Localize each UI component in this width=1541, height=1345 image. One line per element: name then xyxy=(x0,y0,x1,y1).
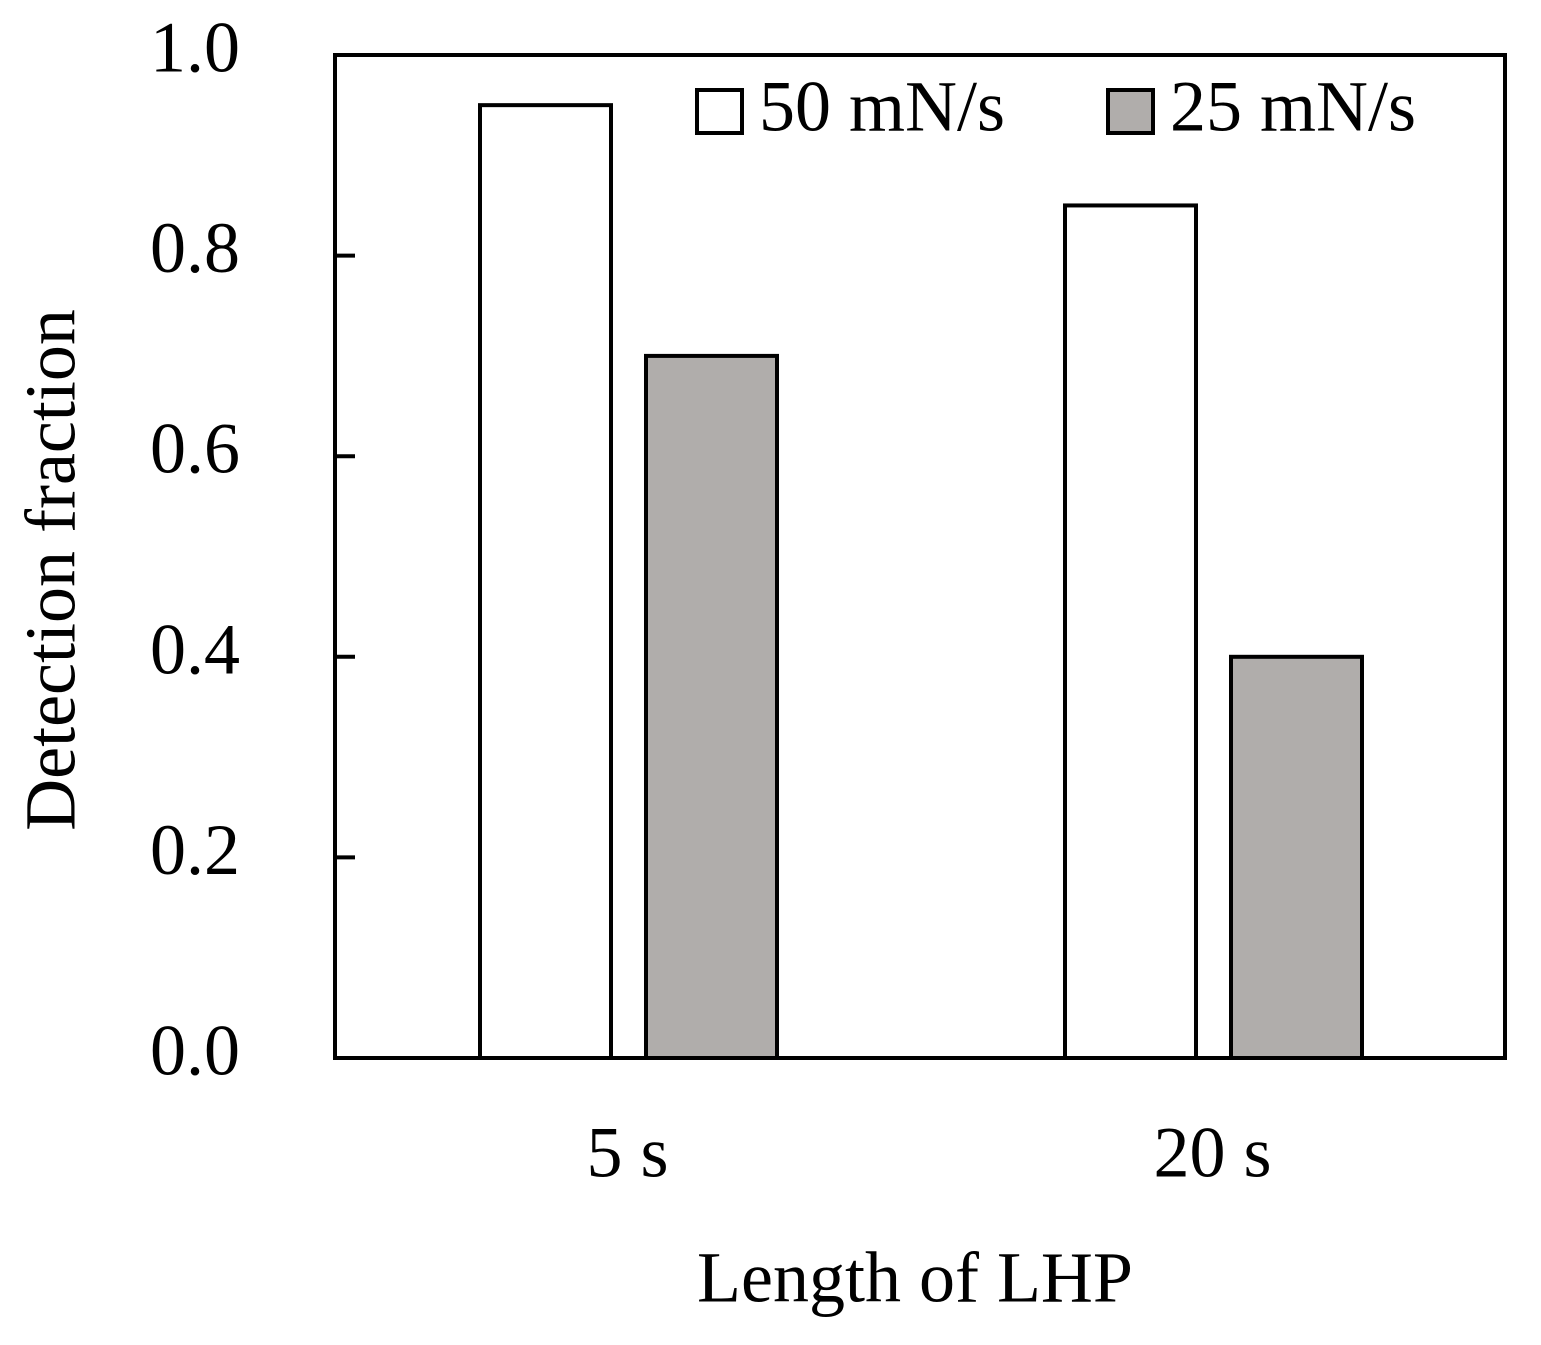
bar xyxy=(1229,654,1364,1060)
x-axis-label: Length of LHP xyxy=(697,1238,1133,1318)
x-tick-label: 5 s xyxy=(586,1113,668,1193)
y-tick-label: 0.6 xyxy=(150,409,240,489)
y-tick-label: 0.2 xyxy=(150,810,240,890)
x-tick-label: 20 s xyxy=(1153,1113,1271,1193)
legend-label: 50 mN/s xyxy=(759,67,1005,147)
legend-swatch xyxy=(1106,88,1155,135)
y-axis-label: Detection fraction xyxy=(11,309,91,831)
plot-frame xyxy=(333,53,1507,1060)
y-tick-label: 0.0 xyxy=(150,1011,240,1091)
y-tick-label: 1.0 xyxy=(150,8,240,88)
bar xyxy=(1063,203,1198,1060)
legend-swatch xyxy=(695,88,744,135)
bar xyxy=(478,103,613,1060)
y-tick-label: 0.4 xyxy=(150,609,240,689)
y-tick-label: 0.8 xyxy=(150,208,240,288)
bar xyxy=(644,353,779,1060)
legend-label: 25 mN/s xyxy=(1170,67,1416,147)
